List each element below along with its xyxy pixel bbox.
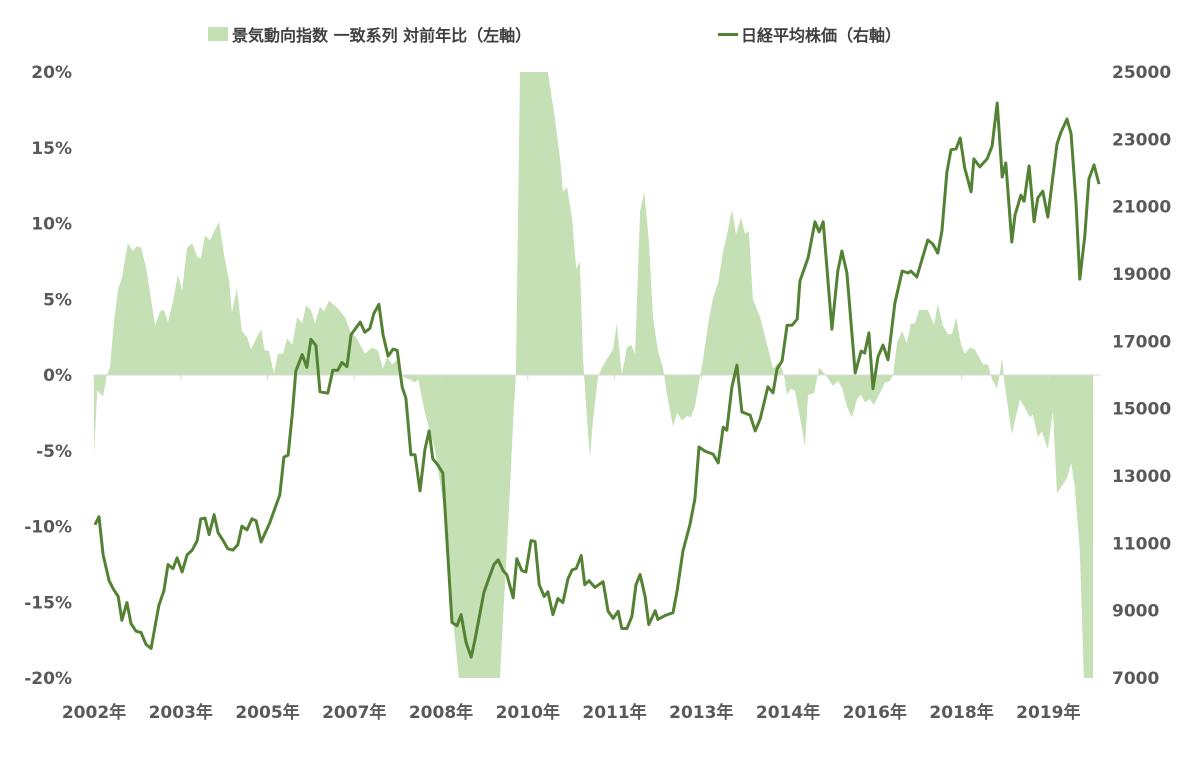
y-right-tick-label: 17000 [1112, 332, 1171, 352]
x-tick-label: 2018年 [929, 702, 993, 723]
legend-item-area: 景気動向指数 一致系列 対前年比（左軸） [208, 22, 531, 46]
y-right-tick-label: 15000 [1112, 400, 1171, 420]
x-tick-label: 2010年 [496, 702, 560, 723]
x-tick-label: 2016年 [843, 702, 907, 723]
y-left-tick-label: -20% [24, 669, 72, 689]
legend-label-area: 景気動向指数 一致系列 対前年比（左軸） [232, 26, 532, 45]
x-tick-label: 2007年 [322, 702, 386, 723]
y-right-tick-label: 25000 [1112, 63, 1171, 83]
x-tick-label: 2011年 [582, 702, 646, 723]
x-tick-label: 2013年 [669, 702, 733, 723]
x-tick-label: 2014年 [756, 702, 820, 723]
x-tick-label: 2002年 [62, 702, 126, 723]
y-right-tick-label: 9000 [1112, 602, 1159, 622]
legend-item-line: 日経平均株価（右軸） [718, 22, 901, 46]
line-series-nikkei [93, 101, 1101, 659]
legend-label-line: 日経平均株価（右軸） [741, 26, 902, 45]
y-left-tick-label: -10% [24, 518, 72, 538]
y-left-tick-label: -15% [24, 593, 72, 613]
y-right-tick-label: 23000 [1112, 130, 1171, 150]
y-right-tick-label: 21000 [1112, 198, 1171, 218]
y-left-tick-label: 20% [31, 63, 72, 83]
y-right-tick-label: 19000 [1112, 265, 1171, 285]
legend-swatch-line [718, 32, 738, 36]
y-left-tick-label: 15% [31, 139, 72, 159]
x-tick-label: 2019年 [1016, 702, 1080, 723]
x-tick-label: 2008年 [409, 702, 473, 723]
y-left-tick-label: 0% [43, 366, 72, 386]
y-left-tick-label: -5% [36, 442, 72, 462]
y-left-tick-label: 5% [43, 290, 72, 310]
y-right-tick-label: 7000 [1112, 669, 1159, 689]
y-right-tick-label: 11000 [1112, 534, 1171, 554]
x-tick-label: 2003年 [149, 702, 213, 723]
y-left-tick-label: 10% [31, 215, 72, 235]
legend-swatch-area [208, 27, 228, 41]
x-tick-label: 2005年 [235, 702, 299, 723]
y-right-tick-label: 13000 [1112, 467, 1171, 487]
